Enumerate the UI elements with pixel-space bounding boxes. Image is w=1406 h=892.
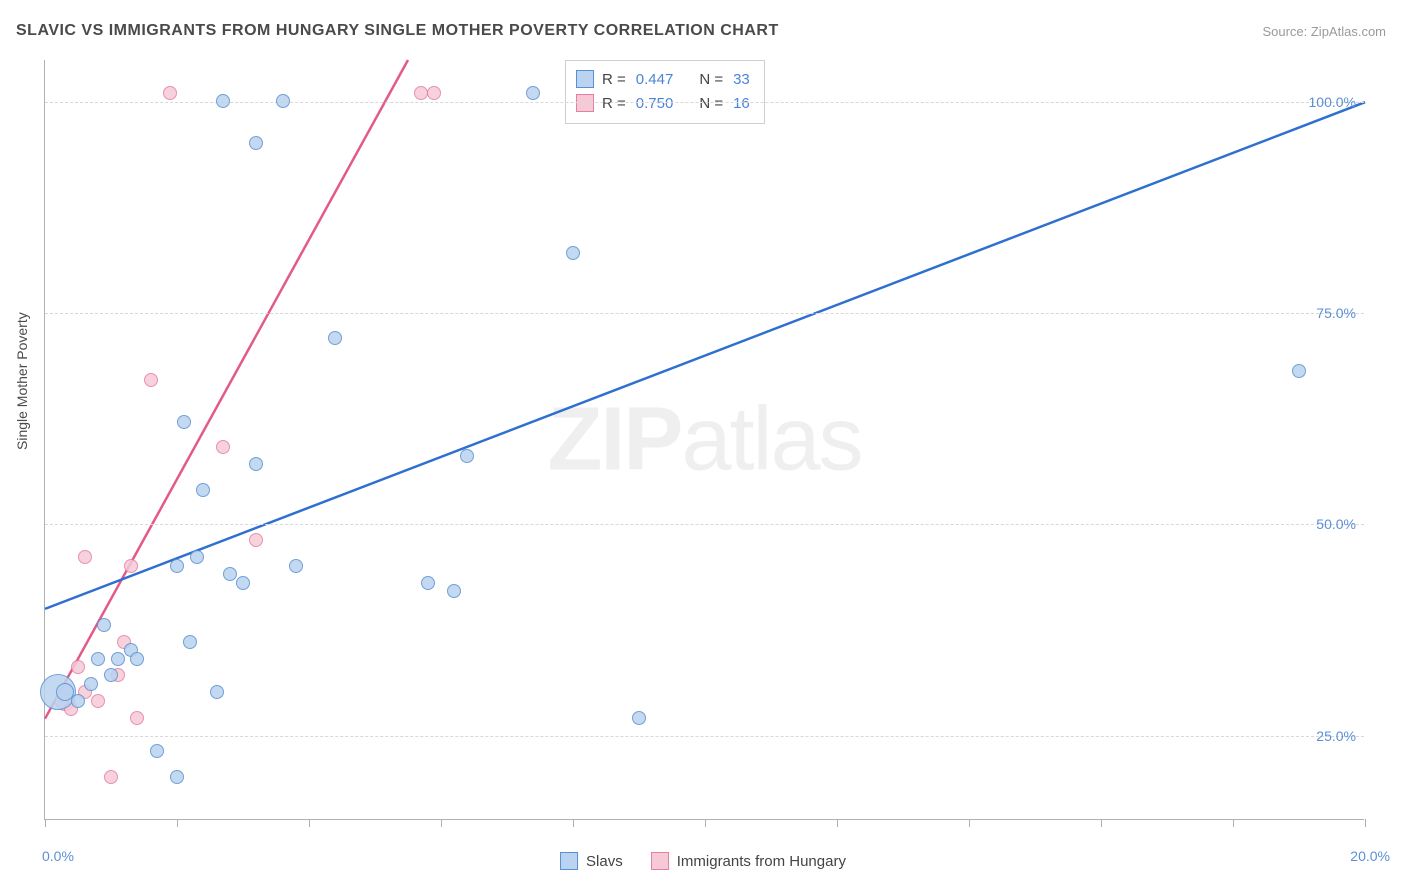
r-value-slavs: 0.447 bbox=[636, 71, 674, 88]
n-label: N = bbox=[699, 71, 723, 88]
x-tick-mark bbox=[45, 819, 46, 827]
y-tick-label: 25.0% bbox=[1316, 728, 1356, 744]
data-point-slavs bbox=[328, 331, 342, 345]
data-point-slavs bbox=[421, 576, 435, 590]
chart-title: SLAVIC VS IMMIGRANTS FROM HUNGARY SINGLE… bbox=[16, 22, 779, 40]
correlation-legend: R = 0.447 N = 33 R = 0.750 N = 16 bbox=[565, 60, 765, 124]
data-point-slavs bbox=[196, 483, 210, 497]
data-point-slavs bbox=[447, 584, 461, 598]
data-point-slavs bbox=[183, 635, 197, 649]
data-point-hungary bbox=[216, 440, 230, 454]
data-point-hungary bbox=[124, 559, 138, 573]
n-value-slavs: 33 bbox=[733, 71, 750, 88]
x-tick-mark bbox=[705, 819, 706, 827]
data-point-slavs bbox=[289, 559, 303, 573]
legend-label-slavs: Slavs bbox=[586, 853, 623, 870]
legend-row-slavs: R = 0.447 N = 33 bbox=[576, 67, 750, 91]
trendlines-layer bbox=[45, 60, 1365, 820]
data-point-slavs bbox=[177, 415, 191, 429]
legend-swatch-slavs bbox=[560, 852, 578, 870]
data-point-slavs bbox=[249, 457, 263, 471]
data-point-slavs bbox=[566, 246, 580, 260]
y-tick-label: 75.0% bbox=[1316, 305, 1356, 321]
x-tick-mark bbox=[837, 819, 838, 827]
gridline bbox=[45, 102, 1364, 103]
r-label: R = bbox=[602, 71, 626, 88]
x-tick-mark bbox=[1233, 819, 1234, 827]
data-point-slavs bbox=[460, 449, 474, 463]
data-point-slavs bbox=[1292, 364, 1306, 378]
x-tick-mark bbox=[309, 819, 310, 827]
data-point-slavs bbox=[190, 550, 204, 564]
data-point-hungary bbox=[78, 550, 92, 564]
data-point-slavs bbox=[111, 652, 125, 666]
data-point-slavs bbox=[71, 694, 85, 708]
gridline bbox=[45, 736, 1364, 737]
data-point-slavs bbox=[632, 711, 646, 725]
data-point-slavs bbox=[216, 94, 230, 108]
legend-item-slavs: Slavs bbox=[560, 852, 623, 870]
data-point-slavs bbox=[91, 652, 105, 666]
x-tick-mark bbox=[1365, 819, 1366, 827]
data-point-slavs bbox=[276, 94, 290, 108]
data-point-slavs bbox=[97, 618, 111, 632]
y-axis-label: Single Mother Poverty bbox=[14, 312, 30, 450]
plot-area: ZIPatlas R = 0.447 N = 33 R = 0.750 N = … bbox=[44, 60, 1364, 820]
x-tick-mark bbox=[969, 819, 970, 827]
x-tick-mark bbox=[1101, 819, 1102, 827]
x-tick-mark bbox=[573, 819, 574, 827]
data-point-hungary bbox=[104, 770, 118, 784]
data-point-slavs bbox=[130, 652, 144, 666]
legend-item-hungary: Immigrants from Hungary bbox=[651, 852, 846, 870]
y-tick-label: 100.0% bbox=[1309, 94, 1356, 110]
x-tick-mark bbox=[177, 819, 178, 827]
legend-label-hungary: Immigrants from Hungary bbox=[677, 853, 846, 870]
data-point-slavs bbox=[104, 668, 118, 682]
source-attribution: Source: ZipAtlas.com bbox=[1262, 24, 1386, 39]
data-point-hungary bbox=[414, 86, 428, 100]
x-tick-mark bbox=[441, 819, 442, 827]
data-point-slavs bbox=[170, 559, 184, 573]
gridline bbox=[45, 524, 1364, 525]
data-point-hungary bbox=[427, 86, 441, 100]
y-tick-label: 50.0% bbox=[1316, 516, 1356, 532]
data-point-slavs bbox=[223, 567, 237, 581]
data-point-hungary bbox=[144, 373, 158, 387]
data-point-slavs bbox=[170, 770, 184, 784]
trend-line bbox=[45, 102, 1365, 609]
x-axis-min-label: 0.0% bbox=[42, 848, 74, 864]
data-point-slavs bbox=[236, 576, 250, 590]
gridline bbox=[45, 313, 1364, 314]
data-point-hungary bbox=[91, 694, 105, 708]
data-point-hungary bbox=[71, 660, 85, 674]
data-point-hungary bbox=[163, 86, 177, 100]
data-point-hungary bbox=[130, 711, 144, 725]
data-point-slavs bbox=[84, 677, 98, 691]
x-axis-max-label: 20.0% bbox=[1350, 848, 1390, 864]
data-point-hungary bbox=[249, 533, 263, 547]
legend-swatch-slavs bbox=[576, 70, 594, 88]
data-point-slavs bbox=[210, 685, 224, 699]
series-legend: Slavs Immigrants from Hungary bbox=[560, 852, 846, 870]
legend-swatch-hungary bbox=[651, 852, 669, 870]
data-point-slavs bbox=[526, 86, 540, 100]
data-point-slavs bbox=[150, 744, 164, 758]
data-point-slavs bbox=[249, 136, 263, 150]
